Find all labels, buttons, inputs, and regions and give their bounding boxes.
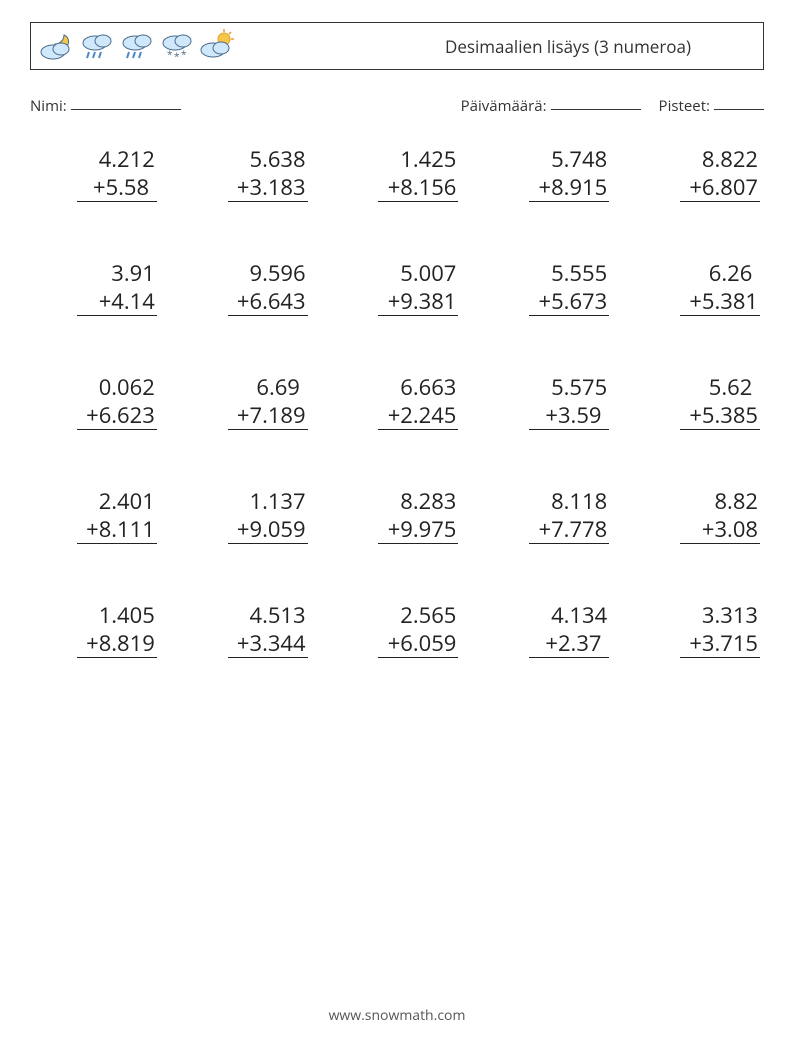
addend-bottom: +5.381 bbox=[680, 288, 760, 317]
addend-top: 4.513 bbox=[228, 602, 308, 630]
addend-top: 1.137 bbox=[228, 488, 308, 516]
svg-text:*: * bbox=[167, 47, 173, 61]
addend-bottom: +2.37 bbox=[529, 630, 609, 659]
addend-top: 5.555 bbox=[529, 260, 609, 288]
addend-top: 3.91 bbox=[77, 260, 157, 288]
meta-row: Nimi: Päivämäärä: Pisteet: bbox=[30, 96, 764, 116]
sun-cloud-icon bbox=[197, 26, 237, 66]
addend-bottom: +5.673 bbox=[529, 288, 609, 317]
svg-text:*: * bbox=[174, 49, 180, 63]
addend-bottom: +3.183 bbox=[228, 174, 308, 203]
svg-text:*: * bbox=[181, 47, 187, 61]
addend-top: 5.575 bbox=[529, 374, 609, 402]
problem-cell: 6.663+2.245 bbox=[336, 374, 459, 430]
addend-bottom: +6.643 bbox=[228, 288, 308, 317]
problem-cell: 5.638+3.183 bbox=[185, 146, 308, 202]
addend-top: 2.565 bbox=[378, 602, 458, 630]
addend-bottom: +6.807 bbox=[680, 174, 760, 203]
addend-top: 4.134 bbox=[529, 602, 609, 630]
addend-top: 1.405 bbox=[77, 602, 157, 630]
snow-cloud-icon: * * * bbox=[157, 26, 197, 66]
problem-cell: 3.313+3.715 bbox=[637, 602, 760, 658]
rain-cloud-icon bbox=[117, 26, 157, 66]
addend-bottom: +9.381 bbox=[378, 288, 458, 317]
moon-cloud-icon bbox=[37, 26, 77, 66]
problem-cell: 3.91+4.14 bbox=[34, 260, 157, 316]
problem-cell: 4.134+2.37 bbox=[486, 602, 609, 658]
problem-cell: 0.062+6.623 bbox=[34, 374, 157, 430]
addend-top: 8.283 bbox=[378, 488, 458, 516]
addend-top: 6.26 bbox=[680, 260, 760, 288]
addend-bottom: +8.915 bbox=[529, 174, 609, 203]
addend-bottom: +5.58 bbox=[77, 174, 157, 203]
problem-cell: 4.212+5.58 bbox=[34, 146, 157, 202]
problem-cell: 5.007+9.381 bbox=[336, 260, 459, 316]
addend-top: 2.401 bbox=[77, 488, 157, 516]
addend-bottom: +3.715 bbox=[680, 630, 760, 659]
date-label: Päivämäärä: bbox=[461, 96, 547, 116]
addend-bottom: +7.189 bbox=[228, 402, 308, 431]
addend-bottom: +7.778 bbox=[529, 516, 609, 545]
problem-cell: 9.596+6.643 bbox=[185, 260, 308, 316]
problem-cell: 5.748+8.915 bbox=[486, 146, 609, 202]
addend-bottom: +8.111 bbox=[77, 516, 157, 545]
addend-bottom: +6.059 bbox=[378, 630, 458, 659]
problems-grid: 4.212+5.58 5.638+3.1831.425+8.1565.748+8… bbox=[30, 146, 764, 658]
addend-bottom: +4.14 bbox=[77, 288, 157, 317]
rain-cloud-icon bbox=[77, 26, 117, 66]
problem-cell: 5.62 +5.385 bbox=[637, 374, 760, 430]
addend-top: 8.82 bbox=[680, 488, 760, 516]
addend-bottom: +2.245 bbox=[378, 402, 458, 431]
addend-bottom: +3.08 bbox=[680, 516, 760, 545]
addend-top: 3.313 bbox=[680, 602, 760, 630]
score-blank[interactable] bbox=[714, 96, 764, 110]
addend-bottom: +8.819 bbox=[77, 630, 157, 659]
addend-bottom: +3.59 bbox=[529, 402, 609, 431]
addend-bottom: +5.385 bbox=[680, 402, 760, 431]
name-label: Nimi: bbox=[30, 96, 67, 116]
problem-cell: 8.82+3.08 bbox=[637, 488, 760, 544]
problem-cell: 5.555+5.673 bbox=[486, 260, 609, 316]
problem-cell: 1.137+9.059 bbox=[185, 488, 308, 544]
problem-cell: 6.69 +7.189 bbox=[185, 374, 308, 430]
problem-cell: 8.822+6.807 bbox=[637, 146, 760, 202]
problem-cell: 8.283+9.975 bbox=[336, 488, 459, 544]
problem-cell: 1.405+8.819 bbox=[34, 602, 157, 658]
problem-cell: 2.565+6.059 bbox=[336, 602, 459, 658]
footer-url: www.snowmath.com bbox=[0, 1006, 794, 1025]
header-box: * * * Desimaalien lisäys (3 numeroa) bbox=[30, 22, 764, 70]
addend-bottom: +9.975 bbox=[378, 516, 458, 545]
problem-cell: 1.425+8.156 bbox=[336, 146, 459, 202]
addend-top: 5.638 bbox=[228, 146, 308, 174]
addend-top: 4.212 bbox=[77, 146, 157, 174]
addend-top: 5.007 bbox=[378, 260, 458, 288]
name-blank[interactable] bbox=[71, 96, 181, 110]
problem-cell: 6.26 +5.381 bbox=[637, 260, 760, 316]
addend-top: 5.62 bbox=[680, 374, 760, 402]
addend-top: 6.69 bbox=[228, 374, 308, 402]
score-label: Pisteet: bbox=[659, 96, 710, 116]
addend-top: 1.425 bbox=[378, 146, 458, 174]
date-blank[interactable] bbox=[551, 96, 641, 110]
worksheet-page: * * * Desimaalien lisäys (3 numeroa) Nim… bbox=[0, 0, 794, 1053]
addend-top: 8.822 bbox=[680, 146, 760, 174]
problem-cell: 4.513+3.344 bbox=[185, 602, 308, 658]
addend-bottom: +9.059 bbox=[228, 516, 308, 545]
addend-bottom: +8.156 bbox=[378, 174, 458, 203]
problem-cell: 8.118+7.778 bbox=[486, 488, 609, 544]
problem-cell: 5.575+3.59 bbox=[486, 374, 609, 430]
addend-top: 6.663 bbox=[378, 374, 458, 402]
addend-top: 0.062 bbox=[77, 374, 157, 402]
addend-top: 9.596 bbox=[228, 260, 308, 288]
addend-top: 8.118 bbox=[529, 488, 609, 516]
weather-icons: * * * bbox=[37, 26, 237, 66]
addend-top: 5.748 bbox=[529, 146, 609, 174]
addend-bottom: +3.344 bbox=[228, 630, 308, 659]
addend-bottom: +6.623 bbox=[77, 402, 157, 431]
problem-cell: 2.401+8.111 bbox=[34, 488, 157, 544]
worksheet-title: Desimaalien lisäys (3 numeroa) bbox=[445, 35, 751, 58]
